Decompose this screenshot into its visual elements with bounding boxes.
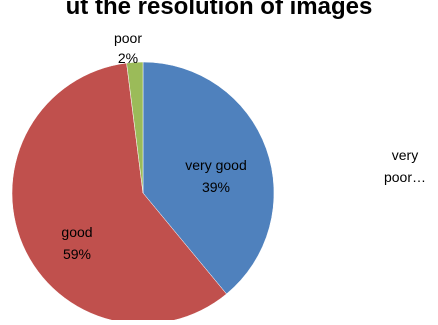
chart-title: ut the resolution of images [65, 0, 373, 20]
data-label-name-very-poor: very poor… [384, 147, 426, 185]
data-label-value-good: 59% [63, 246, 91, 262]
data-label-value-poor: 2% [118, 50, 138, 66]
data-label-name-very-good: very good [185, 157, 246, 173]
data-label-value-very-good: 39% [202, 179, 230, 195]
pie-slice-poor [126, 61, 144, 194]
data-label-name-poor: poor [114, 30, 142, 46]
pie-slice-very-good [142, 61, 275, 295]
data-label-name-good: good [61, 224, 92, 240]
